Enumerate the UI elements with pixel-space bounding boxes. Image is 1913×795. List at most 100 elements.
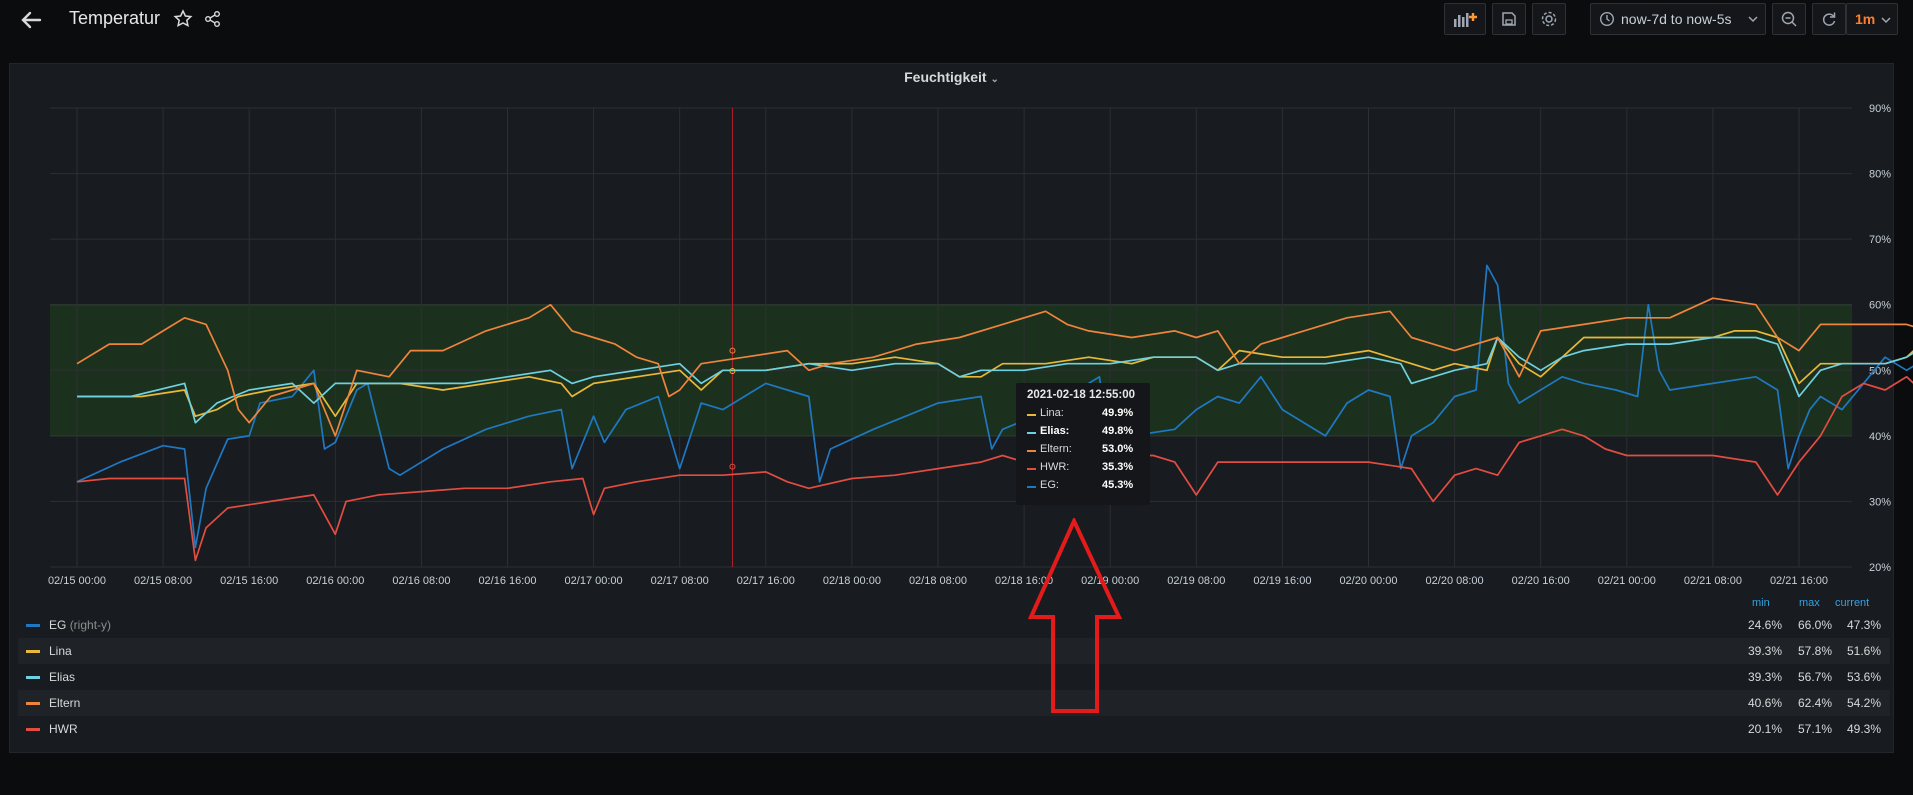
refresh-icon xyxy=(1822,12,1836,26)
x-axis-tick-label: 02/19 00:00 xyxy=(1081,575,1139,587)
legend-min-value: 20.1% xyxy=(1747,722,1782,736)
x-axis-tick-label: 02/17 16:00 xyxy=(737,575,795,587)
refresh-interval-label: 1m xyxy=(1855,11,1876,27)
x-axis-tick-label: 02/16 16:00 xyxy=(478,575,536,587)
time-range-picker[interactable]: now-7d to now-5s xyxy=(1590,3,1766,35)
legend-current-value: 49.3% xyxy=(1846,722,1881,736)
x-axis-tick-label: 02/15 00:00 xyxy=(48,575,106,587)
legend-max-value: 56.7% xyxy=(1797,670,1832,684)
x-axis-tick-label: 02/19 16:00 xyxy=(1253,575,1311,587)
x-axis-tick-label: 02/16 08:00 xyxy=(392,575,450,587)
back-arrow-icon[interactable] xyxy=(18,7,44,33)
tooltip-series-value: 49.9% xyxy=(1102,407,1134,419)
tooltip-series-value: 45.3% xyxy=(1102,479,1134,491)
series-color-swatch[interactable] xyxy=(26,650,40,653)
legend-min-value: 40.6% xyxy=(1747,696,1782,710)
series-color-swatch[interactable] xyxy=(26,728,40,731)
legend-max-value: 62.4% xyxy=(1797,696,1832,710)
x-axis-tick-label: 02/18 08:00 xyxy=(909,575,967,587)
tooltip-series-name: Lina: xyxy=(1040,407,1064,419)
legend-series-name[interactable]: Elias xyxy=(49,670,76,684)
series-line-elias xyxy=(77,336,1913,424)
legend-item-eltern[interactable]: Eltern 40.6% 62.4% 54.2% xyxy=(18,690,1890,716)
tooltip-series-name: Eltern: xyxy=(1040,443,1072,455)
chevron-down-icon xyxy=(1748,16,1758,23)
legend-min-value: 39.3% xyxy=(1747,644,1782,658)
dashboard-settings-button[interactable] xyxy=(1532,3,1566,35)
y-axis-tick-label: 50% xyxy=(1869,365,1891,377)
tooltip-row: Elias: 49.8% xyxy=(1027,425,1147,441)
save-dashboard-button[interactable] xyxy=(1492,3,1526,35)
x-axis-tick-label: 02/21 00:00 xyxy=(1598,575,1656,587)
x-axis-tick-label: 02/19 08:00 xyxy=(1167,575,1225,587)
legend-header-max[interactable]: max xyxy=(1799,597,1820,609)
series-color-swatch xyxy=(1027,432,1036,434)
legend-item-lina[interactable]: Lina 39.3% 57.8% 51.6% xyxy=(18,638,1890,664)
legend-current-value: 54.2% xyxy=(1846,696,1881,710)
legend-series-name[interactable]: Eltern xyxy=(49,696,81,710)
series-line-lina xyxy=(77,330,1913,418)
legend-series-name[interactable]: EG (right-y) xyxy=(49,618,112,632)
legend-max-value: 57.1% xyxy=(1797,722,1832,736)
tooltip-series-name: HWR: xyxy=(1040,461,1070,473)
x-axis-tick-label: 02/17 00:00 xyxy=(565,575,623,587)
tooltip-row: EG: 45.3% xyxy=(1027,479,1147,495)
graph-tooltip: 2021-02-18 12:55:00 Lina: 49.9% Elias: 49.8… xyxy=(1016,383,1150,505)
refresh-interval-picker[interactable]: 1m xyxy=(1846,3,1898,35)
dashboard-navbar: Temperatur now-7d to now-5s 1m xyxy=(0,0,1913,40)
clock-icon xyxy=(1599,11,1615,27)
series-color-swatch[interactable] xyxy=(26,676,40,679)
zoom-out-button[interactable] xyxy=(1772,3,1806,35)
y-axis-tick-label: 60% xyxy=(1869,300,1891,312)
x-axis-tick-label: 02/16 00:00 xyxy=(306,575,364,587)
x-axis-tick-label: 02/20 08:00 xyxy=(1426,575,1484,587)
x-axis-tick-label: 02/15 08:00 xyxy=(134,575,192,587)
refresh-button[interactable] xyxy=(1812,3,1846,35)
x-axis-tick-label: 02/18 16:00 xyxy=(995,575,1053,587)
x-axis-tick-label: 02/21 16:00 xyxy=(1770,575,1828,587)
legend-series-name[interactable]: Lina xyxy=(49,644,72,658)
dashboard-title[interactable]: Temperatur xyxy=(69,8,161,28)
y-axis-tick-label: 20% xyxy=(1869,562,1891,574)
legend-header-current[interactable]: current xyxy=(1835,597,1870,609)
star-icon[interactable] xyxy=(173,9,193,29)
legend-max-value: 57.8% xyxy=(1797,644,1832,658)
legend-current-value: 47.3% xyxy=(1846,618,1881,632)
hover-point-marker xyxy=(729,463,736,470)
time-range-label: now-7d to now-5s xyxy=(1621,11,1732,27)
legend-current-value: 53.6% xyxy=(1846,670,1881,684)
share-icon[interactable] xyxy=(203,9,223,29)
y-axis-tick-label: 70% xyxy=(1869,234,1891,246)
legend-min-value: 24.6% xyxy=(1747,618,1782,632)
add-panel-icon xyxy=(1454,13,1477,27)
annotation-arrow-icon xyxy=(1027,518,1123,713)
y-axis-tick-label: 80% xyxy=(1869,169,1891,181)
series-line-hwr xyxy=(76,375,1913,562)
series-color-swatch xyxy=(1027,486,1036,488)
gear-icon xyxy=(1541,11,1557,27)
tooltip-series-value: 35.3% xyxy=(1102,461,1134,473)
series-color-swatch[interactable] xyxy=(26,702,40,705)
chevron-down-icon xyxy=(1881,17,1891,24)
series-color-swatch xyxy=(1027,468,1036,470)
legend-max-value: 66.0% xyxy=(1797,618,1832,632)
panel-title[interactable]: Feuchtigkeit ⌄ xyxy=(10,69,1893,85)
save-icon xyxy=(1502,12,1516,26)
legend-min-value: 39.3% xyxy=(1747,670,1782,684)
legend-item-hwr[interactable]: HWR 20.1% 57.1% 49.3% xyxy=(18,716,1890,742)
x-axis-tick-label: 02/17 08:00 xyxy=(651,575,709,587)
x-axis-tick-label: 02/18 00:00 xyxy=(823,575,881,587)
x-axis-tick-label: 02/20 00:00 xyxy=(1339,575,1397,587)
tooltip-series-value: 53.0% xyxy=(1102,443,1134,455)
legend-header-min[interactable]: min xyxy=(1752,597,1770,609)
tooltip-time: 2021-02-18 12:55:00 xyxy=(1027,389,1136,401)
legend-item-eg[interactable]: EG (right-y) 24.6% 66.0% 47.3% xyxy=(18,612,1890,638)
add-panel-button[interactable] xyxy=(1444,3,1486,35)
zoom-out-icon xyxy=(1781,11,1797,27)
tooltip-row: Eltern: 53.0% xyxy=(1027,443,1147,459)
series-color-swatch[interactable] xyxy=(26,624,40,627)
x-axis-tick-label: 02/20 16:00 xyxy=(1512,575,1570,587)
legend-series-name[interactable]: HWR xyxy=(49,722,78,736)
legend-item-elias[interactable]: Elias 39.3% 56.7% 53.6% xyxy=(18,664,1890,690)
